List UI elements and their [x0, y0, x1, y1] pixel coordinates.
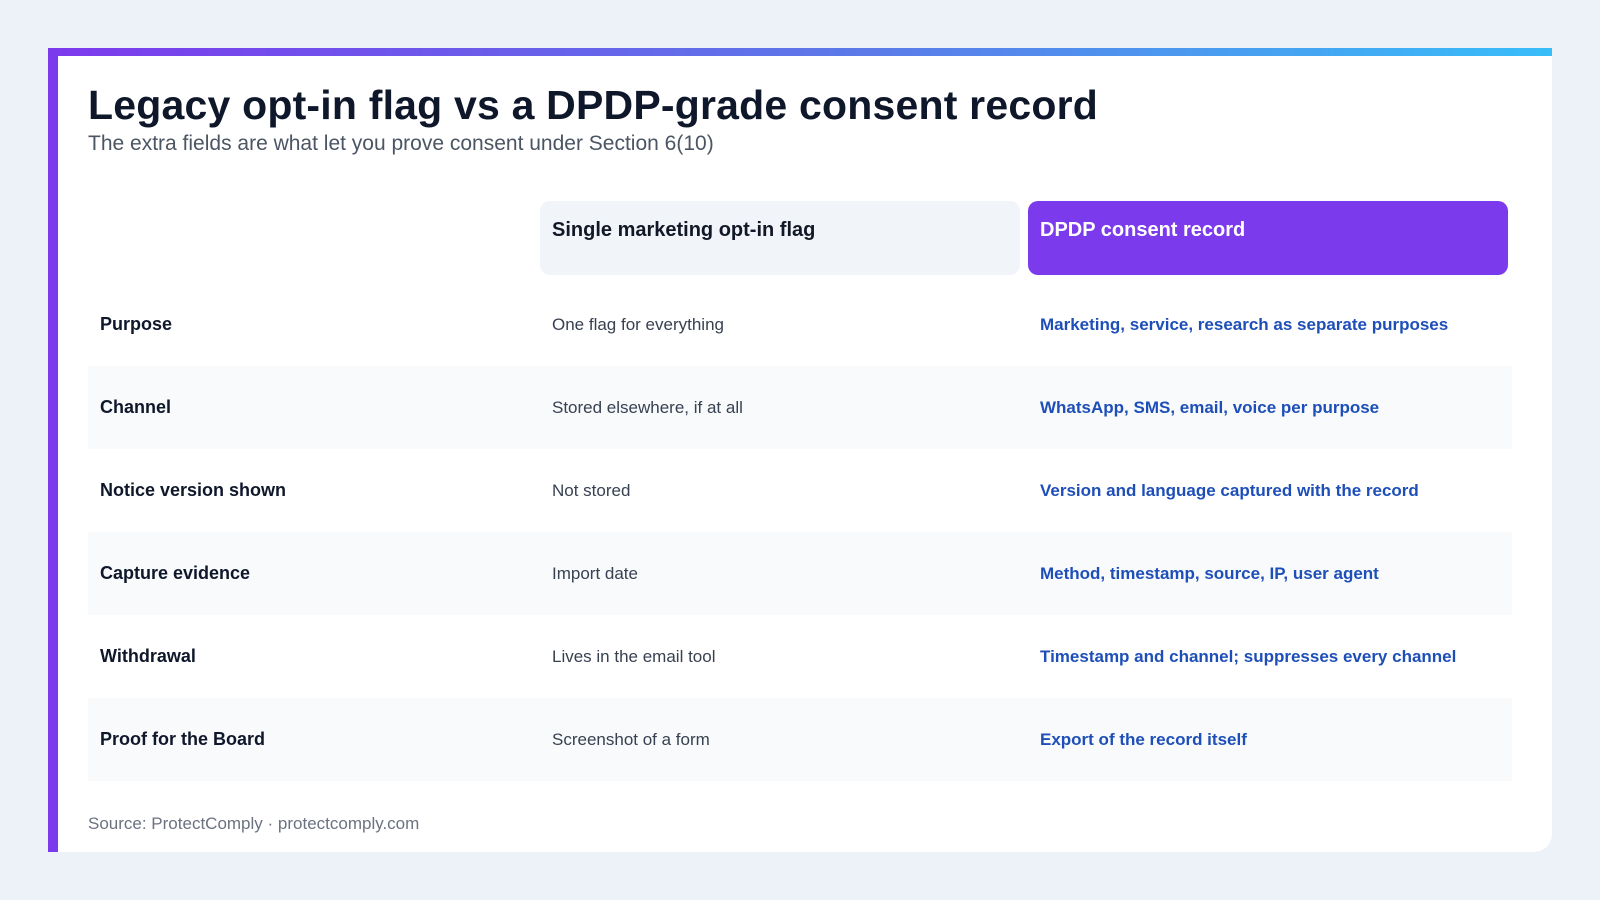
dpdp-cell: Timestamp and channel; suppresses every … — [1040, 647, 1457, 666]
table-body: Purpose One flag for everything Marketin… — [88, 283, 1512, 781]
table-row: Withdrawal Lives in the email tool Times… — [88, 615, 1512, 698]
table-row: Channel Stored elsewhere, if at all What… — [88, 366, 1512, 449]
legacy-cell: Screenshot of a form — [552, 730, 710, 749]
row-label: Purpose — [100, 314, 173, 334]
table-row: Capture evidence Import date Method, tim… — [88, 532, 1512, 615]
dpdp-cell: Export of the record itself — [1040, 730, 1247, 749]
column-header-legacy: Single marketing opt-in flag — [540, 201, 1020, 275]
row-label: Notice version shown — [100, 480, 287, 500]
dpdp-cell: Method, timestamp, source, IP, user agen… — [1040, 564, 1379, 583]
row-label: Channel — [100, 397, 172, 417]
dpdp-cell: Marketing, service, research as separate… — [1040, 315, 1449, 334]
legacy-cell: Import date — [552, 564, 638, 583]
column-header-dpdp: DPDP consent record — [1028, 201, 1508, 275]
page-subtitle: The extra fields are what let you prove … — [88, 132, 714, 155]
table-row: Notice version shown Not stored Version … — [88, 449, 1512, 532]
row-label: Withdrawal — [100, 646, 196, 666]
legacy-cell: Not stored — [552, 481, 631, 500]
legacy-cell: Lives in the email tool — [552, 647, 716, 666]
dpdp-cell: WhatsApp, SMS, email, voice per purpose — [1040, 398, 1380, 417]
table-row: Purpose One flag for everything Marketin… — [88, 283, 1512, 366]
source-footnote: Source: ProtectComply · protectcomply.co… — [88, 814, 420, 833]
legacy-cell: Stored elsewhere, if at all — [552, 398, 743, 417]
left-accent-bar — [48, 48, 58, 852]
legacy-cell: One flag for everything — [552, 315, 724, 334]
page-title: Legacy opt-in flag vs a DPDP-grade conse… — [88, 82, 1098, 128]
table-header-row: Single marketing opt-in flag DPDP consen… — [88, 201, 1512, 275]
comparison-card: Legacy opt-in flag vs a DPDP-grade conse… — [48, 48, 1552, 852]
dpdp-cell: Version and language captured with the r… — [1040, 481, 1419, 500]
row-label: Capture evidence — [100, 563, 251, 583]
comparison-table: Single marketing opt-in flag DPDP consen… — [88, 201, 1512, 781]
row-label: Proof for the Board — [100, 729, 265, 749]
table-row: Proof for the Board Screenshot of a form… — [88, 698, 1512, 781]
top-accent-bar — [48, 48, 1552, 56]
